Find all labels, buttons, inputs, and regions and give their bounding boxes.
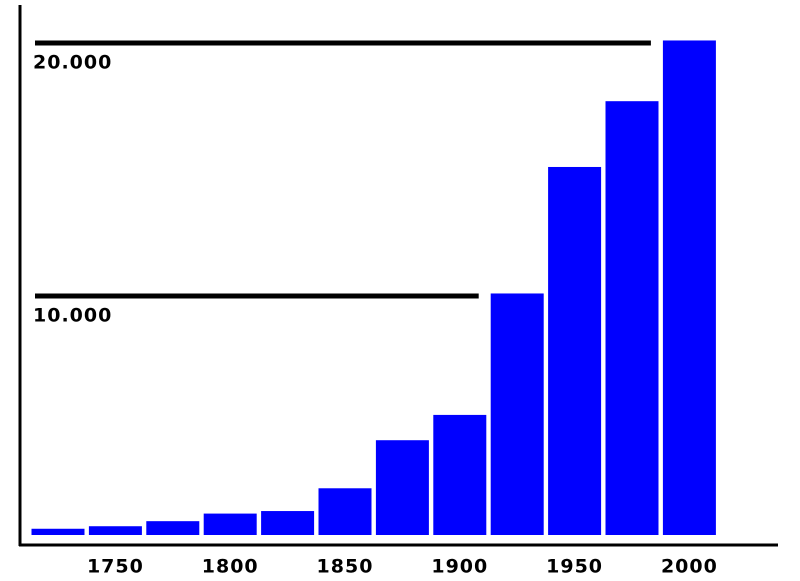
bar bbox=[433, 414, 487, 535]
bar bbox=[318, 488, 372, 535]
x-tick-label: 1900 bbox=[431, 556, 488, 578]
bar bbox=[203, 513, 257, 535]
x-tick-label: 1850 bbox=[317, 556, 374, 578]
bar bbox=[375, 440, 429, 535]
bar bbox=[490, 293, 544, 535]
bar bbox=[605, 101, 659, 535]
bar bbox=[261, 511, 315, 535]
x-tick-label: 1750 bbox=[87, 556, 144, 578]
x-tick-label: 2000 bbox=[661, 556, 718, 578]
bar bbox=[31, 528, 85, 535]
bar bbox=[88, 526, 142, 535]
bar bbox=[146, 521, 200, 535]
y-tick-label: 20.000 bbox=[33, 52, 112, 74]
x-tick-label: 1800 bbox=[202, 556, 259, 578]
bar bbox=[548, 166, 602, 535]
y-tick-label: 10.000 bbox=[33, 305, 112, 327]
x-tick-label: 1950 bbox=[546, 556, 603, 578]
bar bbox=[662, 40, 716, 535]
